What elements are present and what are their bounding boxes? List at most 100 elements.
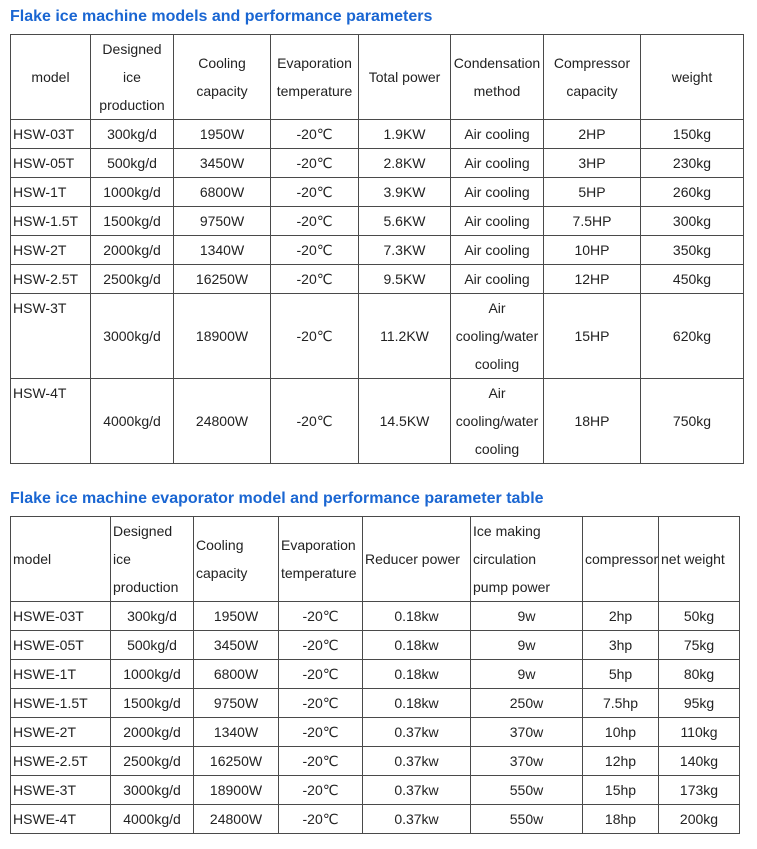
models-table-header: model Designed ice production Cooling capa…: [10, 34, 744, 120]
value-cell: 550w: [470, 775, 583, 805]
table-row: HSWE-1T 1000kg/d 6800W -20℃ 0.18kw 9w 5hp 80kg: [10, 659, 740, 689]
value-cell: -20℃: [278, 630, 363, 660]
value-cell: -20℃: [270, 235, 359, 265]
value-cell: 6800W: [173, 177, 271, 207]
value-cell: 50kg: [658, 601, 740, 631]
model-cell: HSWE-1T: [10, 659, 111, 689]
value-cell: 350kg: [640, 235, 744, 265]
value-cell: 4000kg/d: [90, 378, 174, 464]
model-cell: HSWE-4T: [10, 804, 111, 834]
value-cell: 150kg: [640, 119, 744, 149]
value-cell: 7.5HP: [543, 206, 641, 236]
value-cell: 14.5KW: [358, 378, 451, 464]
table-row: HSWE-4T 4000kg/d 24800W -20℃ 0.37kw 550w 18hp 2…: [10, 804, 740, 834]
column-header: model: [10, 516, 111, 602]
value-cell: -20℃: [278, 746, 363, 776]
value-cell: 3450W: [173, 148, 271, 178]
evaporator-table-body: HSWE-03T 300kg/d 1950W -20℃ 0.18kw 9w 2hp 50kg H…: [10, 601, 740, 834]
value-cell: 0.18kw: [362, 659, 471, 689]
value-cell: 450kg: [640, 264, 744, 294]
value-cell: 370w: [470, 717, 583, 747]
value-cell: -20℃: [270, 206, 359, 236]
value-cell: -20℃: [278, 804, 363, 834]
value-cell: Air cooling: [450, 177, 544, 207]
table-row: HSWE-03T 300kg/d 1950W -20℃ 0.18kw 9w 2hp 50kg: [10, 601, 740, 631]
value-cell: 2hp: [582, 601, 659, 631]
value-cell: 12hp: [582, 746, 659, 776]
value-cell: 10hp: [582, 717, 659, 747]
value-cell: 140kg: [658, 746, 740, 776]
value-cell: 10HP: [543, 235, 641, 265]
column-header: Evaporation temperature: [278, 516, 363, 602]
model-cell: HSW-1.5T: [10, 206, 91, 236]
evaporator-performance-table: model Designed ice production Cooling capa…: [10, 516, 740, 834]
value-cell: Air cooling: [450, 206, 544, 236]
column-header: Reducer power: [362, 516, 471, 602]
value-cell: 0.37kw: [362, 717, 471, 747]
value-cell: 16250W: [193, 746, 279, 776]
value-cell: -20℃: [278, 775, 363, 805]
value-cell: 370w: [470, 746, 583, 776]
value-cell: 2500kg/d: [110, 746, 194, 776]
value-cell: 300kg/d: [90, 119, 174, 149]
column-header: Designed ice production: [110, 516, 194, 602]
value-cell: 24800W: [193, 804, 279, 834]
value-cell: 500kg/d: [90, 148, 174, 178]
value-cell: 18900W: [193, 775, 279, 805]
table-row: HSW-2.5T 2500kg/d 16250W -20℃ 9.5KW Air cooli…: [10, 264, 744, 294]
value-cell: -20℃: [278, 688, 363, 718]
value-cell: 230kg: [640, 148, 744, 178]
value-cell: 7.5hp: [582, 688, 659, 718]
table-row: HSWE-05T 500kg/d 3450W -20℃ 0.18kw 9w 3hp 75kg: [10, 630, 740, 660]
value-cell: 1.9KW: [358, 119, 451, 149]
value-cell: 18HP: [543, 378, 641, 464]
value-cell: -20℃: [278, 659, 363, 689]
column-header: Cooling capacity: [193, 516, 279, 602]
value-cell: 3.9KW: [358, 177, 451, 207]
header-row: model Designed ice production Cooling capa…: [10, 516, 740, 602]
value-cell: 300kg: [640, 206, 744, 236]
value-cell: Air cooling: [450, 119, 544, 149]
value-cell: 9w: [470, 601, 583, 631]
value-cell: 0.18kw: [362, 688, 471, 718]
value-cell: 3000kg/d: [110, 775, 194, 805]
column-header: Designed ice production: [90, 34, 174, 120]
column-header: Condensation method: [450, 34, 544, 120]
column-header: net weight: [658, 516, 740, 602]
value-cell: 550w: [470, 804, 583, 834]
column-header: Ice making circulation pump power: [470, 516, 583, 602]
table-row: HSWE-2T 2000kg/d 1340W -20℃ 0.37kw 370w 10hp 11…: [10, 717, 740, 747]
models-table-title: Flake ice machine models and performance…: [10, 8, 433, 25]
value-cell: 18hp: [582, 804, 659, 834]
value-cell: 2000kg/d: [90, 235, 174, 265]
value-cell: 9.5KW: [358, 264, 451, 294]
model-cell: HSW-3T: [10, 293, 91, 379]
column-header: Compressor capacity: [543, 34, 641, 120]
value-cell: 11.2KW: [358, 293, 451, 379]
section-models-table: Flake ice machine models and performance…: [10, 8, 747, 464]
model-cell: HSW-2T: [10, 235, 91, 265]
model-cell: HSWE-2T: [10, 717, 111, 747]
value-cell: 12HP: [543, 264, 641, 294]
table-row: HSW-4T 4000kg/d 24800W -20℃ 14.5KW Air coolin…: [10, 378, 744, 464]
evaporator-table-header: model Designed ice production Cooling capa…: [10, 516, 740, 602]
value-cell: 620kg: [640, 293, 744, 379]
evaporator-table-title: Flake ice machine evaporator model and p…: [10, 490, 544, 507]
header-row: model Designed ice production Cooling capa…: [10, 34, 744, 120]
value-cell: -20℃: [278, 601, 363, 631]
model-cell: HSWE-2.5T: [10, 746, 111, 776]
column-header: model: [10, 34, 91, 120]
value-cell: 300kg/d: [110, 601, 194, 631]
value-cell: 4000kg/d: [110, 804, 194, 834]
model-cell: HSWE-05T: [10, 630, 111, 660]
value-cell: 9750W: [173, 206, 271, 236]
table-row: HSW-05T 500kg/d 3450W -20℃ 2.8KW Air cooling 3…: [10, 148, 744, 178]
value-cell: Air cooling: [450, 264, 544, 294]
value-cell: 0.18kw: [362, 601, 471, 631]
value-cell: 0.18kw: [362, 630, 471, 660]
table-row: HSWE-2.5T 2500kg/d 16250W -20℃ 0.37kw 370w 12h…: [10, 746, 740, 776]
table-row: HSW-03T 300kg/d 1950W -20℃ 1.9KW Air cooling 2…: [10, 119, 744, 149]
model-cell: HSW-03T: [10, 119, 91, 149]
value-cell: 5HP: [543, 177, 641, 207]
column-header: Evaporation temperature: [270, 34, 359, 120]
